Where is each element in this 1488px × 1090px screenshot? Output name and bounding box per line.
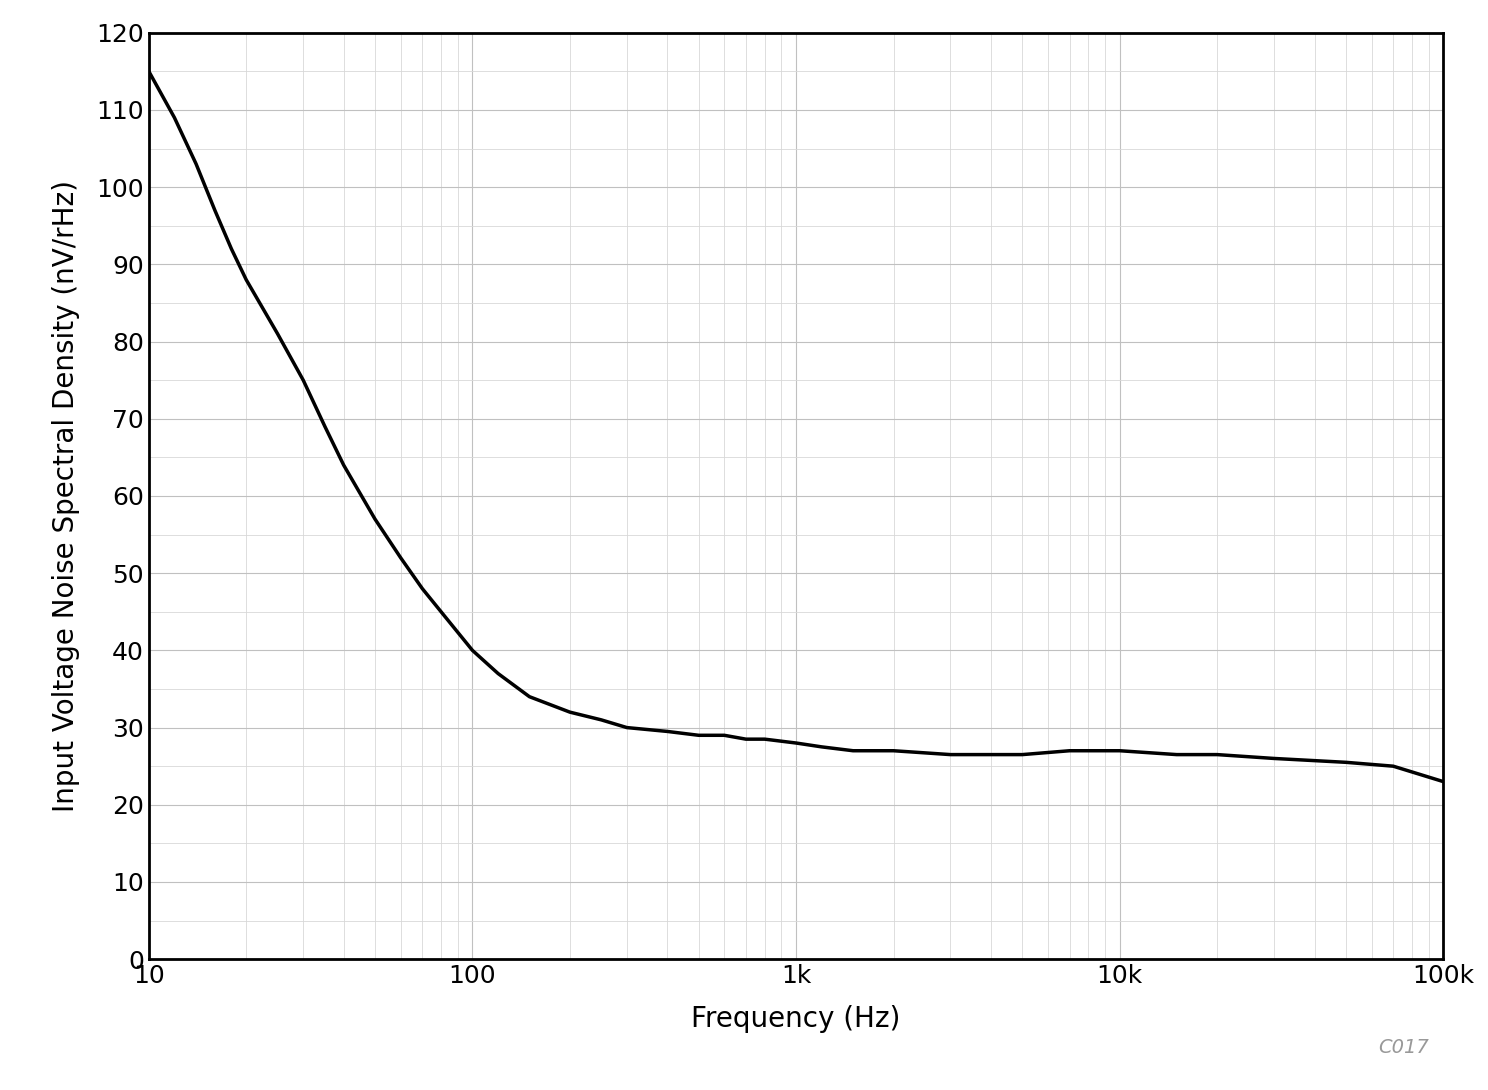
Text: C017: C017 [1378,1039,1428,1057]
X-axis label: Frequency (Hz): Frequency (Hz) [692,1005,900,1032]
Y-axis label: Input Voltage Noise Spectral Density (nV/rHz): Input Voltage Noise Spectral Density (nV… [52,180,79,812]
